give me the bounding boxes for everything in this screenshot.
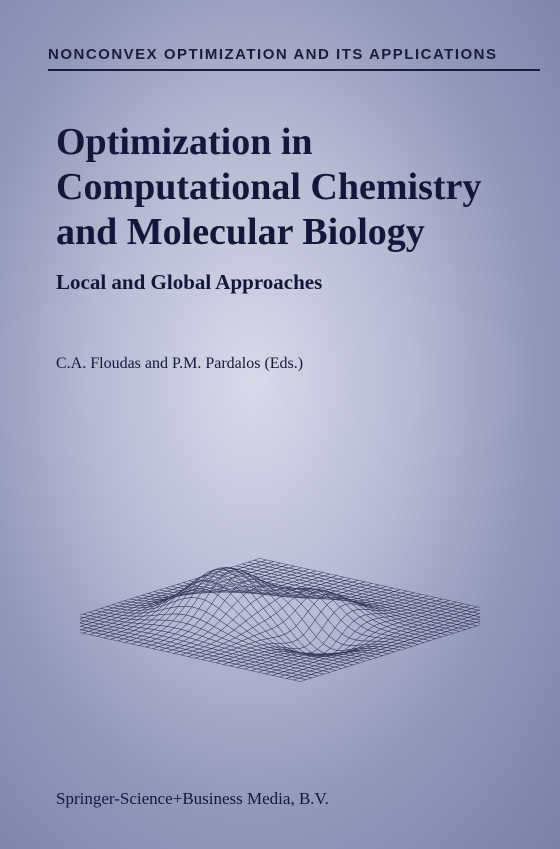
book-subtitle: Local and Global Approaches [56,270,520,295]
series-header: NONCONVEX OPTIMIZATION AND ITS APPLICATI… [48,46,540,71]
editors: C.A. Floudas and P.M. Pardalos (Eds.) [56,355,303,373]
book-title: Optimization in Computational Chemistry … [56,120,520,254]
series-label: NONCONVEX OPTIMIZATION AND ITS APPLICATI… [48,46,540,63]
title-block: Optimization in Computational Chemistry … [56,120,520,295]
wireframe-surface-icon [80,450,480,730]
publisher: Springer-Science+Business Media, B.V. [56,789,329,809]
surface-plot [80,450,480,730]
series-rule [48,69,540,71]
